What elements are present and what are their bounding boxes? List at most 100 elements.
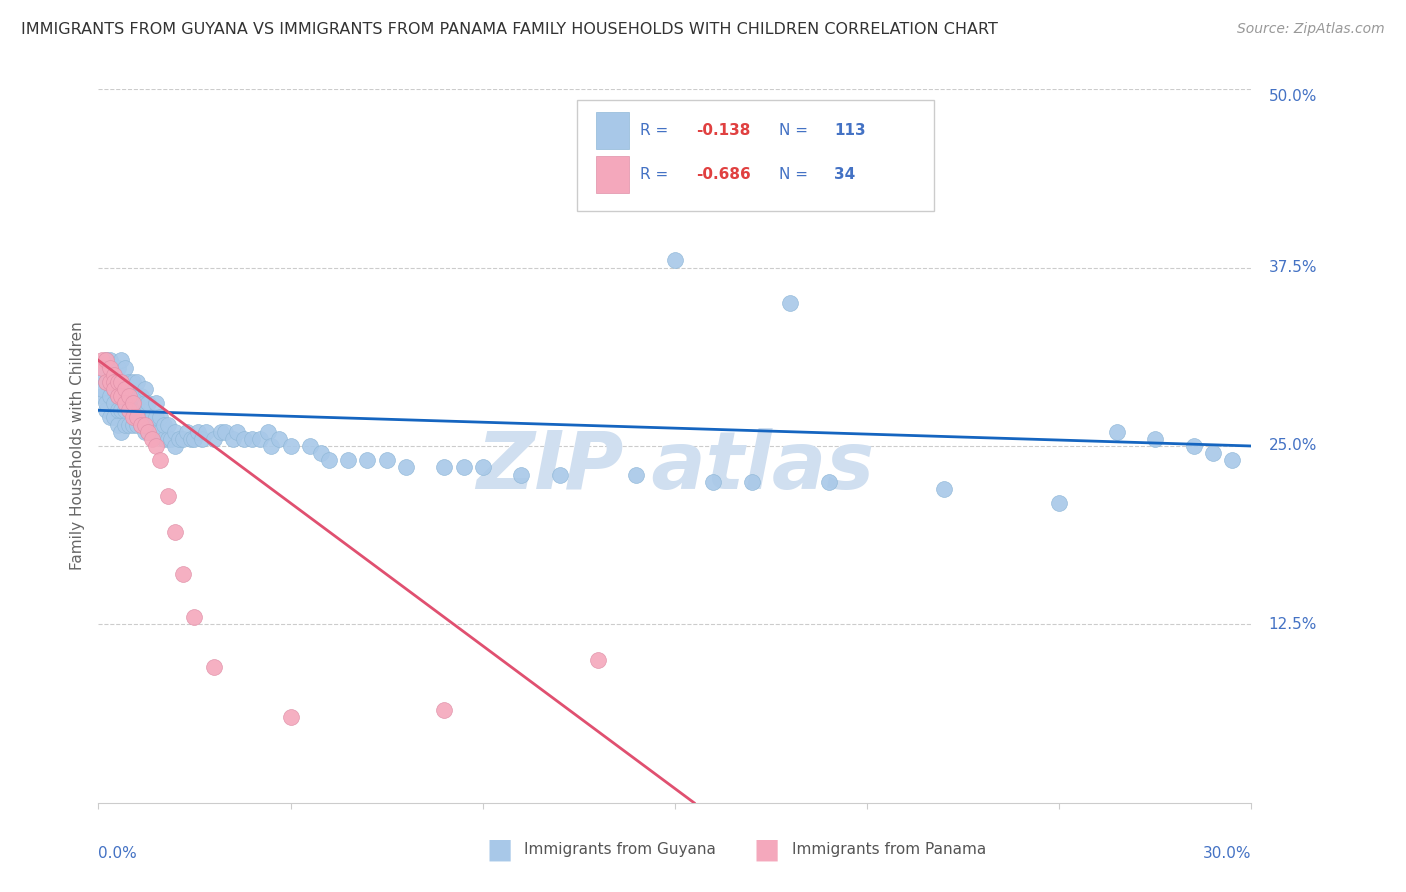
Point xyxy=(183,610,205,624)
Point xyxy=(114,375,136,389)
Point xyxy=(129,417,152,432)
Point xyxy=(180,432,202,446)
Text: IMMIGRANTS FROM GUYANA VS IMMIGRANTS FROM PANAMA FAMILY HOUSEHOLDS WITH CHILDREN: IMMIGRANTS FROM GUYANA VS IMMIGRANTS FRO… xyxy=(21,22,998,37)
Point xyxy=(114,360,136,375)
Point xyxy=(145,439,167,453)
Point xyxy=(1144,432,1167,446)
Point xyxy=(141,425,163,439)
Point xyxy=(103,382,125,396)
Point xyxy=(122,417,145,432)
Point xyxy=(225,425,247,439)
Text: 50.0%: 50.0% xyxy=(1268,89,1317,104)
Text: ZIP atlas: ZIP atlas xyxy=(475,428,875,507)
Point xyxy=(118,375,141,389)
Point xyxy=(98,410,121,425)
Point xyxy=(856,196,879,211)
Point xyxy=(156,489,179,503)
Point xyxy=(125,396,148,410)
Point xyxy=(114,382,136,396)
Point xyxy=(165,425,187,439)
Text: R =: R = xyxy=(640,168,673,182)
Point xyxy=(110,389,132,403)
Text: ■: ■ xyxy=(486,835,512,863)
Text: 37.5%: 37.5% xyxy=(1268,260,1317,275)
Text: -0.686: -0.686 xyxy=(696,168,751,182)
Point xyxy=(156,417,179,432)
Point xyxy=(817,475,839,489)
Point xyxy=(152,432,174,446)
Point xyxy=(191,432,214,446)
Text: 0.0%: 0.0% xyxy=(98,846,138,861)
Point xyxy=(114,417,136,432)
Point xyxy=(195,425,218,439)
Point xyxy=(156,432,179,446)
Point xyxy=(118,389,141,403)
Point xyxy=(91,360,114,375)
Point xyxy=(98,375,121,389)
Point xyxy=(110,403,132,417)
Point xyxy=(103,368,125,382)
Point xyxy=(172,432,194,446)
Point xyxy=(141,410,163,425)
Point xyxy=(356,453,378,467)
Point xyxy=(202,660,225,674)
Point xyxy=(125,389,148,403)
Text: R =: R = xyxy=(640,123,673,138)
Point xyxy=(103,368,125,382)
Point xyxy=(134,382,156,396)
Point xyxy=(176,425,198,439)
Point xyxy=(433,460,456,475)
Point xyxy=(122,410,145,425)
Point xyxy=(240,432,263,446)
Point xyxy=(107,360,129,375)
Point xyxy=(167,432,190,446)
Point xyxy=(202,432,225,446)
Point xyxy=(586,653,609,667)
Point xyxy=(1047,496,1070,510)
Point xyxy=(149,453,172,467)
Point xyxy=(165,524,187,539)
Point xyxy=(165,439,187,453)
Point xyxy=(91,368,114,382)
Text: 30.0%: 30.0% xyxy=(1204,846,1251,861)
Point xyxy=(125,375,148,389)
Point xyxy=(94,396,117,410)
Point xyxy=(114,389,136,403)
Point xyxy=(103,375,125,389)
Point xyxy=(98,353,121,368)
Point xyxy=(702,475,724,489)
Point xyxy=(149,425,172,439)
Point xyxy=(260,439,283,453)
Point xyxy=(118,403,141,417)
Point xyxy=(114,396,136,410)
Point xyxy=(249,432,271,446)
Point xyxy=(94,353,117,368)
Point xyxy=(145,425,167,439)
Point xyxy=(318,453,340,467)
Point xyxy=(110,375,132,389)
Point xyxy=(134,425,156,439)
Point xyxy=(149,410,172,425)
Point xyxy=(138,396,160,410)
Point xyxy=(433,703,456,717)
Text: 34: 34 xyxy=(834,168,855,182)
Point xyxy=(94,353,117,368)
Point xyxy=(1182,439,1205,453)
Text: N =: N = xyxy=(779,168,813,182)
Point xyxy=(145,396,167,410)
Point xyxy=(129,403,152,417)
Point xyxy=(337,453,360,467)
Point xyxy=(122,375,145,389)
Point xyxy=(145,410,167,425)
Point xyxy=(122,389,145,403)
Point xyxy=(1105,425,1128,439)
Point xyxy=(138,425,160,439)
Text: Immigrants from Guyana: Immigrants from Guyana xyxy=(524,842,716,856)
Point xyxy=(453,460,475,475)
Point xyxy=(256,425,278,439)
Point xyxy=(107,417,129,432)
Point xyxy=(172,567,194,582)
Point xyxy=(932,482,955,496)
Point xyxy=(94,375,117,389)
Point xyxy=(183,432,205,446)
